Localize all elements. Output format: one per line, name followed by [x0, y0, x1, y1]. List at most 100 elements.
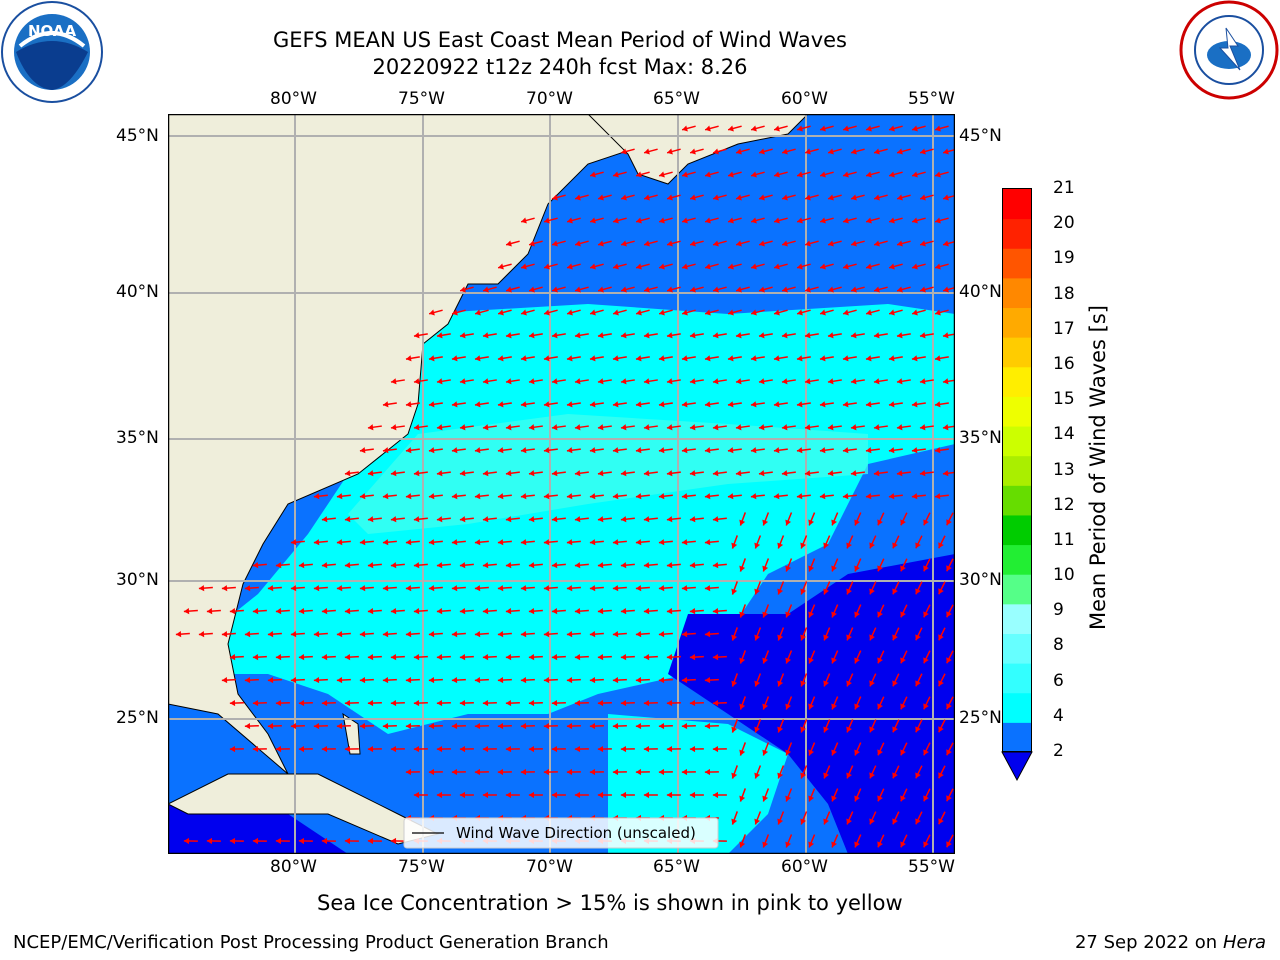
wind-arrow-head	[690, 194, 696, 201]
wind-arrow-head	[689, 791, 696, 799]
wind-arrow-head	[781, 378, 788, 385]
wind-arrow-head	[682, 125, 688, 132]
wind-arrow-head	[759, 286, 765, 293]
wind-arrow-head	[298, 745, 305, 753]
colorbar-segment	[1003, 426, 1032, 457]
wind-arrow-head	[808, 749, 815, 756]
wind-arrow-head	[574, 608, 581, 615]
wind-arrow-head	[923, 565, 929, 572]
wind-arrow-head	[390, 424, 397, 431]
colorbar-tick-label: 13	[1053, 459, 1075, 480]
wind-arrow-head	[298, 608, 305, 615]
wind-arrow-head	[781, 424, 788, 431]
wind-arrow-head	[459, 745, 466, 753]
wind-arrow-head	[520, 401, 527, 408]
wind-arrow-head	[405, 722, 412, 730]
wind-arrow-head	[846, 818, 852, 825]
wind-arrow-head	[643, 378, 650, 385]
wind-arrow-head	[221, 676, 228, 684]
wind-arrow-head	[659, 217, 665, 224]
wind-arrow-head	[915, 818, 921, 825]
wind-arrow-head	[773, 401, 780, 408]
wind-arrow-head	[777, 818, 784, 825]
wind-arrow-head	[612, 768, 619, 776]
wind-arrow-head	[520, 585, 527, 592]
wind-arrow-head	[551, 562, 558, 569]
wind-arrow-head	[900, 841, 906, 848]
wind-arrow-head	[428, 768, 435, 776]
wind-arrow-head	[782, 194, 788, 201]
wind-arrow-head	[731, 634, 738, 641]
wind-arrow-head	[367, 654, 374, 661]
wind-arrow-head	[892, 818, 898, 825]
wind-arrow-head	[820, 217, 826, 224]
wind-arrow-head	[405, 447, 412, 454]
wind-arrow-head	[613, 171, 619, 178]
wind-arrow-head	[566, 676, 573, 684]
wind-arrow-head	[850, 424, 857, 431]
wind-arrow-head	[920, 286, 926, 293]
wind-arrow-head	[923, 795, 929, 802]
wind-arrow-head	[827, 378, 834, 385]
wind-arrow-head	[851, 194, 857, 201]
wind-arrow-head	[552, 286, 558, 293]
wind-arrow-head	[474, 585, 481, 592]
wind-arrow-head	[497, 585, 504, 592]
wind-arrow-head	[244, 631, 251, 638]
wind-arrow-head	[923, 703, 929, 710]
wind-arrow-head	[382, 676, 389, 684]
wind-arrow-head	[843, 171, 849, 178]
wind-arrow-head	[367, 516, 374, 523]
wind-arrow-head	[808, 703, 815, 710]
wind-arrow-head	[935, 217, 941, 224]
wind-arrow-head	[566, 493, 573, 500]
wind-arrow-head	[846, 726, 852, 733]
wind-arrow-head	[782, 148, 788, 155]
colorbar	[1001, 188, 1033, 782]
wind-arrow-head	[635, 401, 642, 408]
wind-arrow-head	[934, 355, 941, 362]
wind-arrow-head	[851, 240, 857, 247]
wind-arrow-head	[713, 286, 719, 293]
lon-label-bottom-1: 80°W	[270, 857, 317, 877]
wind-arrow-head	[551, 424, 558, 431]
wind-arrow-head	[896, 332, 903, 339]
wind-arrow-head	[846, 542, 852, 549]
wind-arrow-head	[874, 240, 880, 247]
wind-arrow-head	[206, 608, 213, 615]
lat-label-left-5: 25°N	[116, 708, 159, 728]
wind-arrow-head	[736, 148, 742, 155]
wind-arrow-head	[552, 194, 558, 201]
wind-arrow-head	[689, 378, 696, 385]
wind-arrow-head	[689, 608, 696, 615]
wind-arrow-head	[620, 608, 627, 615]
wind-arrow-head	[912, 309, 918, 316]
footer-date-text: 27 Sep 2022 on	[1074, 932, 1218, 953]
wind-arrow-head	[828, 148, 834, 155]
wind-arrow-head	[175, 631, 182, 638]
wind-arrow-head	[892, 726, 898, 733]
wind-arrow-head	[436, 654, 443, 661]
wind-arrow-head	[942, 332, 949, 339]
wind-arrow-head	[405, 631, 412, 638]
wind-arrow-head	[774, 309, 780, 316]
wind-arrow-head	[497, 768, 504, 776]
wind-arrow-head	[731, 818, 738, 825]
wind-arrow-head	[497, 539, 504, 546]
wind-arrow-head	[804, 470, 811, 477]
wind-arrow-head	[367, 562, 374, 569]
wind-arrow-head	[275, 608, 282, 615]
wind-arrow-head	[413, 516, 420, 523]
wind-arrow-head	[252, 608, 259, 615]
wind-arrow-head	[923, 611, 929, 618]
wind-arrow-head	[390, 745, 397, 753]
wind-arrow-head	[935, 263, 941, 270]
wind-arrow-head	[666, 608, 673, 615]
wind-arrow-head	[889, 171, 895, 178]
wind-arrow-head	[566, 539, 573, 546]
lon-label-top-6: 55°W	[908, 89, 955, 109]
wind-arrow-head	[758, 424, 765, 431]
lon-label-top-4: 65°W	[653, 89, 700, 109]
wind-arrow-head	[658, 401, 665, 408]
wind-arrow-head	[682, 263, 688, 270]
